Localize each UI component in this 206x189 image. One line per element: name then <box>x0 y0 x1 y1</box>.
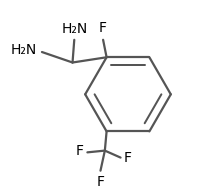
Text: F: F <box>96 175 104 189</box>
Text: F: F <box>99 21 107 35</box>
Text: F: F <box>124 151 132 165</box>
Text: F: F <box>76 144 84 159</box>
Text: H₂N: H₂N <box>11 43 37 57</box>
Text: H₂N: H₂N <box>61 22 87 36</box>
